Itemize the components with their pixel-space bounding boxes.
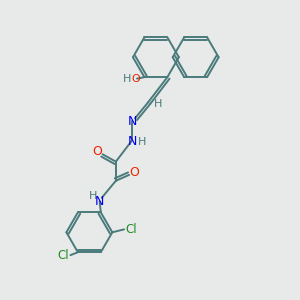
Text: H: H xyxy=(138,137,146,147)
Text: N: N xyxy=(128,134,137,148)
Text: Cl: Cl xyxy=(57,249,69,262)
Text: H: H xyxy=(123,74,131,84)
Text: Cl: Cl xyxy=(126,223,137,236)
Text: H: H xyxy=(89,191,97,201)
Text: O: O xyxy=(92,145,102,158)
Text: N: N xyxy=(128,115,137,128)
Text: H: H xyxy=(154,99,163,109)
Text: O: O xyxy=(131,74,140,84)
Text: N: N xyxy=(95,195,104,208)
Text: O: O xyxy=(130,166,139,179)
